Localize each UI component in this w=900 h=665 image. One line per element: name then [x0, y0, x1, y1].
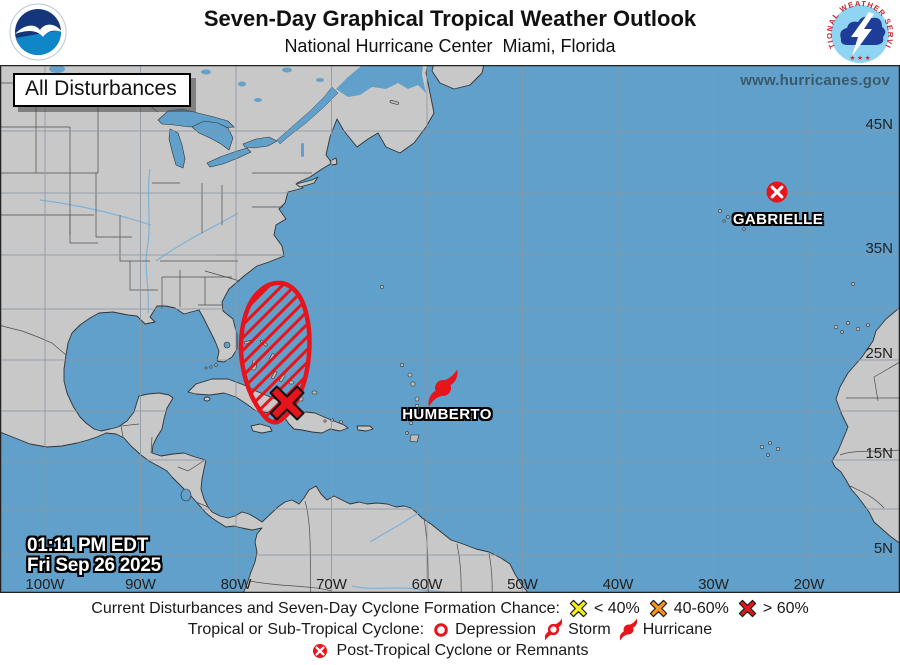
grid-lines — [0, 65, 900, 593]
land-jamaica — [250, 423, 273, 434]
svg-text:25N: 25N — [865, 345, 893, 362]
hurricane-icon — [619, 617, 637, 642]
svg-text:35N: 35N — [865, 240, 893, 257]
post-tropical-icon — [312, 643, 327, 658]
svg-text:50W: 50W — [507, 576, 539, 593]
legend-post-tropical-label: Post-Tropical Cyclone or Remnants — [336, 641, 589, 659]
svg-text:90W: 90W — [125, 576, 157, 593]
lakes — [49, 53, 426, 502]
legend-cyclone-row: Tropical or Sub-Tropical Cyclone: Depres… — [187, 617, 712, 642]
header: Seven-Day Graphical Tropical Weather Out… — [0, 0, 900, 66]
legend-post-tropical-row: Post-Tropical Cyclone or Remnants — [312, 640, 589, 661]
borders — [0, 82, 900, 606]
svg-text:45N: 45N — [865, 116, 893, 133]
red-x-icon — [738, 599, 757, 618]
legend-item-gt60: > 60% — [738, 599, 809, 618]
svg-text:5N: 5N — [874, 540, 893, 557]
humberto-hurricane-icon[interactable] — [428, 369, 458, 407]
land-africa — [831, 306, 900, 544]
svg-text:60W: 60W — [412, 576, 444, 593]
map-canvas: 100W 90W 80W 70W 60W 50W 40W 30W 20W 45N… — [0, 52, 900, 606]
outlook-map: 100W 90W 80W 70W 60W 50W 40W 30W 20W 45N… — [0, 52, 900, 606]
svg-text:20W: 20W — [794, 576, 826, 593]
legend-formation-label: Current Disturbances and Seven-Day Cyclo… — [91, 599, 560, 617]
humberto-label: HUMBERTO — [402, 406, 492, 423]
gabrielle-post-tropical-icon[interactable] — [766, 181, 788, 203]
svg-text:30W: 30W — [698, 576, 730, 593]
svg-text:80W: 80W — [221, 576, 253, 593]
legend-item-depression: Depression — [433, 621, 536, 639]
legend-cyclone-label: Tropical or Sub-Tropical Cyclone: — [187, 620, 425, 638]
legend-item-lt40: < 40% — [569, 599, 640, 618]
legend-formation-row: Current Disturbances and Seven-Day Cyclo… — [91, 598, 809, 619]
legend: Current Disturbances and Seven-Day Cyclo… — [0, 593, 900, 665]
grid-labels: 100W 90W 80W 70W 60W 50W 40W 30W 20W 45N… — [25, 116, 893, 593]
map-timestamp: 01:11 PM EDT Fri Sep 26 2025 — [27, 536, 161, 576]
svg-text:100W: 100W — [25, 576, 65, 593]
page-subtitle: National Hurricane Center Miami, Florida — [284, 36, 616, 56]
svg-text:15N: 15N — [865, 445, 893, 462]
storm-icon — [545, 617, 563, 642]
yellow-x-icon — [569, 599, 588, 618]
svg-text:40W: 40W — [603, 576, 635, 593]
depression-circle-icon — [434, 622, 448, 637]
legend-item-storm: Storm — [545, 617, 611, 642]
legend-item-hurricane: Hurricane — [619, 617, 712, 642]
disturbance-area-high[interactable] — [238, 280, 312, 425]
gabrielle-label: GABRIELLE — [732, 211, 824, 228]
land-puerto-rico — [356, 425, 374, 432]
hurricanes-gov-link[interactable]: www.hurricanes.gov — [740, 72, 890, 89]
mode-selector-all-disturbances[interactable]: All Disturbances — [13, 73, 191, 107]
svg-text:70W: 70W — [316, 576, 348, 593]
legend-item-40-60: 40-60% — [649, 599, 729, 618]
nws-logo-icon: NATIONAL WEATHER SERVICE ★ ★ ★ — [824, 0, 894, 72]
svg-text:★ ★ ★: ★ ★ ★ — [849, 54, 870, 62]
noaa-logo-icon — [9, 3, 67, 66]
timestamp-date: Fri Sep 26 2025 — [27, 555, 161, 576]
orange-x-icon — [649, 599, 667, 618]
land-americas — [0, 52, 538, 606]
timestamp-time: 01:11 PM EDT — [27, 535, 149, 556]
page-title: Seven-Day Graphical Tropical Weather Out… — [203, 6, 697, 31]
